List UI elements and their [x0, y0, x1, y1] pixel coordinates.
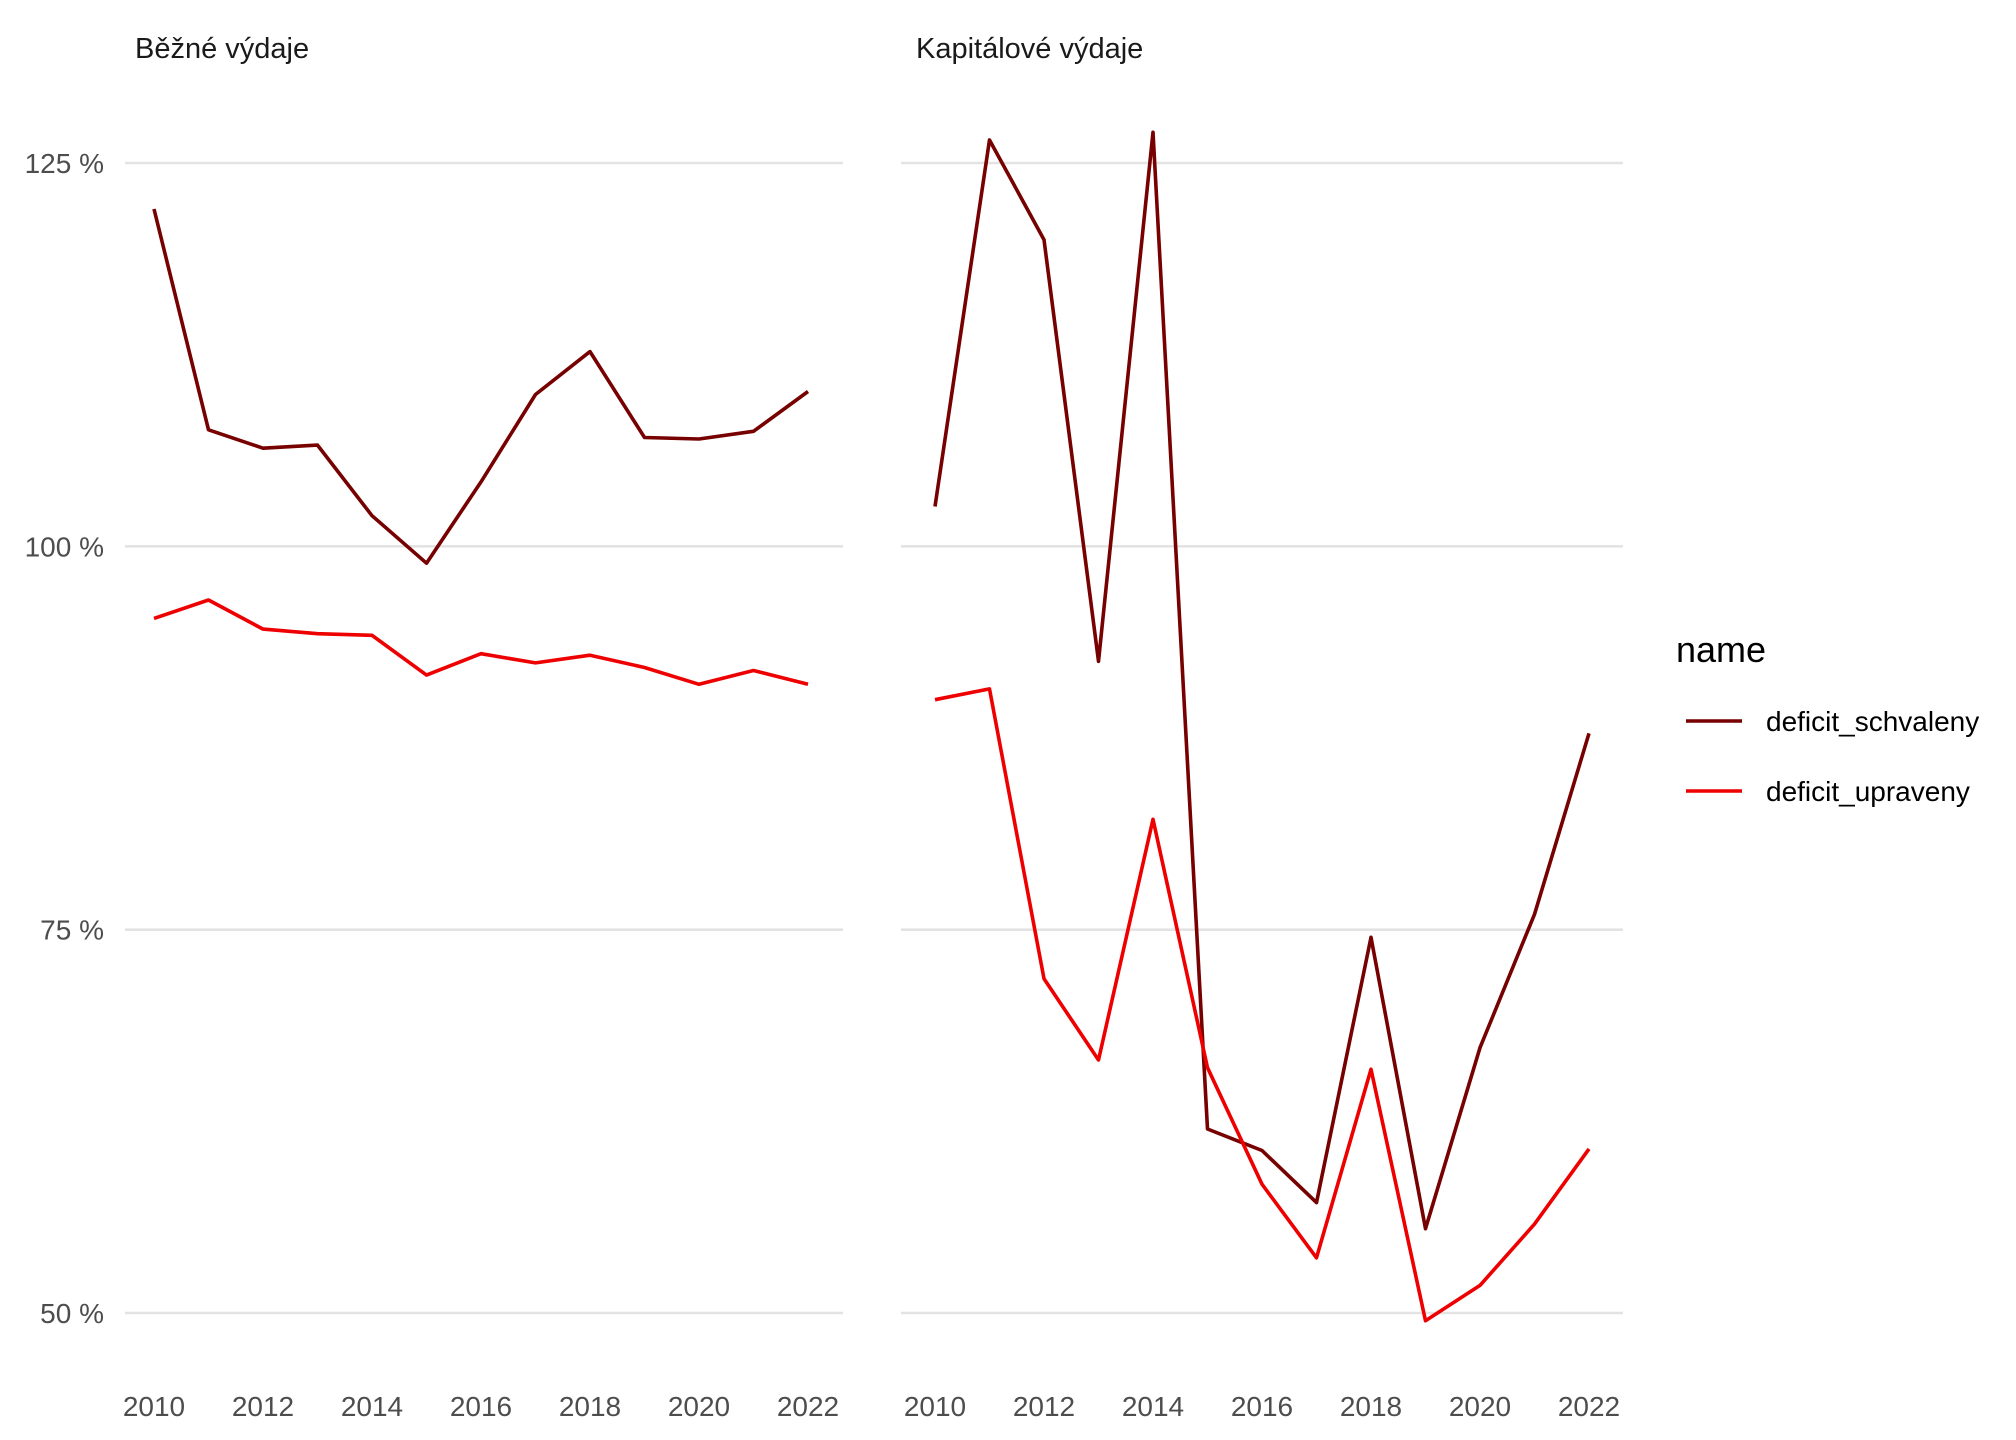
y-axis: 50 % 75 % 100 % 125 % [25, 148, 104, 1329]
y-tick-label: 50 % [40, 1298, 104, 1329]
x-tick-label: 2020 [1449, 1391, 1511, 1422]
legend-item-deficit-upraveny: deficit_upraveny [1686, 776, 1970, 807]
x-tick-label: 2014 [1122, 1391, 1184, 1422]
x-tick-label: 2020 [668, 1391, 730, 1422]
panel-kapitalove-vydaje: Kapitálové výdaje [901, 33, 1623, 1323]
gridlines [125, 161, 843, 1315]
facet-title: Běžné výdaje [135, 33, 309, 65]
gridlines [901, 161, 1623, 1315]
legend-label: deficit_upraveny [1766, 776, 1970, 807]
series-line-deficit-schvaleny [933, 130, 1591, 1231]
x-tick-label: 2018 [1340, 1391, 1402, 1422]
series-line-deficit-schvaleny [152, 208, 810, 566]
x-tick-label: 2010 [904, 1391, 966, 1422]
y-tick-label: 75 % [40, 915, 104, 946]
series-line-deficit-upraveny [934, 687, 1591, 1323]
x-tick-label: 2018 [559, 1391, 621, 1422]
x-tick-label: 2022 [1558, 1391, 1620, 1422]
series-lines [933, 130, 1591, 1323]
legend-item-deficit-schvaleny: deficit_schvaleny [1686, 706, 1979, 737]
y-tick-label: 100 % [25, 531, 104, 562]
series-lines [152, 208, 810, 687]
legend-title: name [1676, 629, 1766, 670]
legend-label: deficit_schvaleny [1766, 706, 1979, 737]
x-tick-label: 2012 [232, 1391, 294, 1422]
series-line-deficit-upraveny [153, 598, 809, 687]
x-tick-label: 2016 [1231, 1391, 1293, 1422]
panel-bezne-vydaje: Běžné výdaje [125, 33, 843, 1315]
facet-title: Kapitálové výdaje [916, 33, 1143, 65]
x-tick-label: 2014 [341, 1391, 403, 1422]
x-tick-label: 2012 [1013, 1391, 1075, 1422]
legend: name deficit_schvaleny deficit_upraveny [1676, 629, 1979, 807]
x-tick-label: 2022 [777, 1391, 839, 1422]
x-tick-label: 2010 [123, 1391, 185, 1422]
x-tick-label: 2016 [450, 1391, 512, 1422]
y-tick-label: 125 % [25, 148, 104, 179]
x-axis: 2010 2012 2014 2016 2018 2020 2022 2010 2012 2014… [123, 1391, 1620, 1422]
legend-entries: deficit_schvaleny deficit_upraveny [1686, 706, 1979, 807]
